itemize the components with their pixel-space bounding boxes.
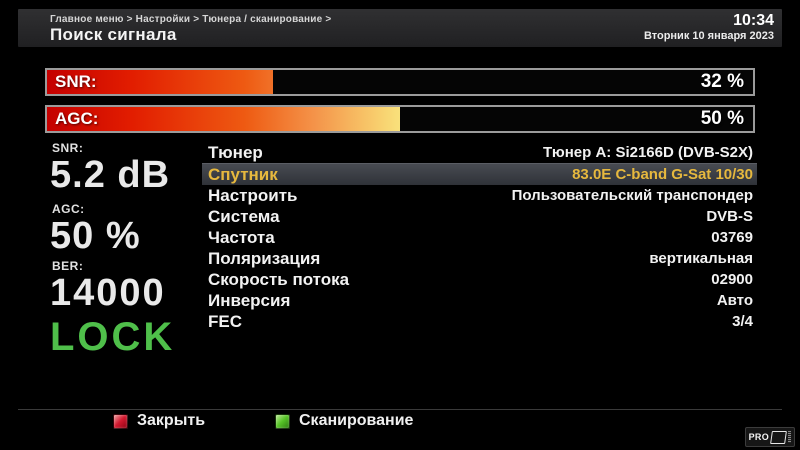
row-label: Тюнер [208, 142, 263, 162]
ber-stat-label: BER: [52, 259, 84, 273]
row-value: 02900 [711, 271, 753, 288]
settings-row-satellite[interactable]: Спутник 83.0E C-band G-Sat 10/30 [202, 163, 757, 185]
row-value: 83.0E C-band G-Sat 10/30 [572, 166, 753, 183]
scan-button[interactable]: Сканирование [275, 412, 414, 429]
settings-row-tuner[interactable]: Тюнер Тюнер A: Si2166D (DVB-S2X) [202, 142, 757, 163]
row-label: Спутник [208, 164, 278, 184]
brand-logo-side-strip [788, 431, 791, 443]
row-value: 03769 [711, 229, 753, 246]
row-label: FEC [208, 311, 242, 331]
agc-stat-value: 50 % [50, 215, 141, 257]
settings-row-polarization[interactable]: Поляризация вертикальная [202, 248, 757, 269]
snr-progress-bar: SNR: 32 % [45, 68, 755, 96]
settings-row-symbol-rate[interactable]: Скорость потока 02900 [202, 269, 757, 290]
row-value: DVB-S [706, 208, 753, 225]
row-value: Авто [716, 292, 753, 309]
time-display: 10:34 [733, 12, 774, 29]
agc-bar-value: 50 % [700, 108, 744, 129]
agc-progress-bar: AGC: 50 % [45, 105, 755, 133]
header-bar: Главное меню > Настройки > Тюнера / скан… [18, 9, 782, 47]
snr-stat-label: SNR: [52, 141, 84, 155]
snr-bar-label: SNR: [55, 72, 97, 91]
row-label: Настроить [208, 185, 298, 205]
row-label: Поляризация [208, 248, 321, 268]
brand-logo-text: PRO [748, 432, 769, 442]
page-title: Поиск сигнала [50, 25, 177, 44]
agc-bar-label: AGC: [55, 109, 99, 128]
clock: 10:34 Вторник 10 января 2023 [644, 12, 774, 42]
settings-row-system[interactable]: Система DVB-S [202, 206, 757, 227]
agc-bar-fill [47, 107, 400, 131]
row-label: Система [208, 206, 280, 226]
green-key-icon [275, 413, 290, 429]
row-value: вертикальная [649, 250, 753, 267]
close-button-label: Закрыть [137, 412, 206, 429]
row-value: Тюнер A: Si2166D (DVB-S2X) [542, 144, 753, 161]
row-value: 3/4 [732, 313, 753, 330]
ber-stat-value: 14000 [50, 272, 166, 314]
settings-row-configure[interactable]: Настроить Пользовательский транспондер [202, 185, 757, 206]
brand-logo-tv-icon [770, 430, 787, 444]
settings-row-frequency[interactable]: Частота 03769 [202, 227, 757, 248]
breadcrumb: Главное меню > Настройки > Тюнера / скан… [50, 14, 332, 25]
settings-row-inversion[interactable]: Инверсия Авто [202, 290, 757, 311]
date-display: Вторник 10 января 2023 [643, 30, 774, 42]
footer-divider [18, 409, 782, 410]
brand-logo: PRO [744, 427, 795, 447]
lock-status: LOCK [50, 315, 176, 359]
agc-stat-label: AGC: [52, 202, 85, 216]
snr-bar-value: 32 % [700, 71, 744, 92]
red-key-icon [113, 413, 128, 429]
scan-button-label: Сканирование [299, 412, 414, 429]
close-button[interactable]: Закрыть [113, 412, 206, 429]
snr-stat-value: 5.2 dB [50, 154, 171, 196]
row-value: Пользовательский транспондер [511, 187, 753, 204]
settings-row-fec[interactable]: FEC 3/4 [202, 311, 757, 332]
settings-list: Тюнер Тюнер A: Si2166D (DVB-S2X) Спутник… [202, 142, 757, 332]
row-label: Частота [208, 227, 275, 247]
row-label: Инверсия [208, 290, 291, 310]
row-label: Скорость потока [208, 269, 350, 289]
